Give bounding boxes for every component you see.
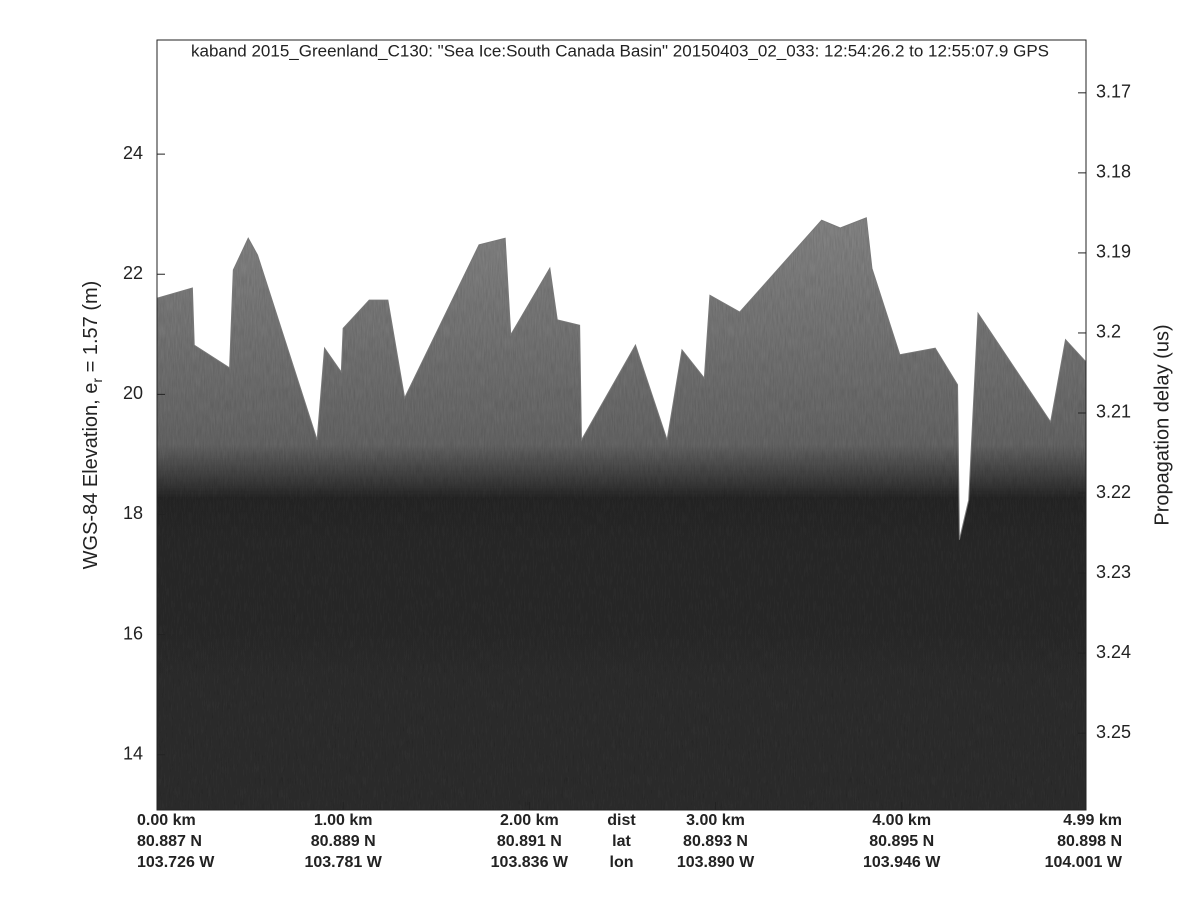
y2-axis-label: Propagation delay (us) <box>1151 324 1173 525</box>
surface-line <box>156 217 1087 540</box>
lon-label: 104.001 W <box>1045 854 1123 871</box>
x-row-name: lon <box>610 854 634 871</box>
x-tick-label: 0.00 km <box>137 812 196 829</box>
x-row-name: dist <box>607 812 636 829</box>
lon-label: 103.726 W <box>137 854 215 871</box>
y-label-rest: = 1.57 (m) <box>80 281 102 378</box>
lon-label: 103.946 W <box>863 854 941 871</box>
y2-tick-label: 3.24 <box>1096 642 1131 662</box>
y2-tick-label: 3.19 <box>1096 242 1131 262</box>
lat-label: 80.895 N <box>869 833 934 850</box>
chart-title: kaband 2015_Greenland_C130: "Sea Ice:Sou… <box>191 41 1049 60</box>
y-tick-label: 16 <box>123 623 143 643</box>
y-label-main: WGS-84 Elevation, e <box>80 383 102 570</box>
y-label-sub: r <box>89 378 105 383</box>
lon-label: 103.890 W <box>677 854 755 871</box>
y2-tick-label: 3.2 <box>1096 322 1121 342</box>
y-tick-label: 22 <box>123 263 143 283</box>
y-tick-label: 24 <box>123 143 143 163</box>
y2-tick-label: 3.17 <box>1096 82 1131 102</box>
echogram-background <box>157 217 1086 810</box>
lat-label: 80.893 N <box>683 833 748 850</box>
y2-tick-label: 3.22 <box>1096 482 1131 502</box>
x-tick-label: 2.00 km <box>500 812 559 829</box>
y2-tick-label: 3.18 <box>1096 162 1131 182</box>
x-tick-label: 4.99 km <box>1063 812 1122 829</box>
x-tick-label: 1.00 km <box>314 812 373 829</box>
y-tick-label: 18 <box>123 503 143 523</box>
lat-label: 80.891 N <box>497 833 562 850</box>
x-tick-label: 4.00 km <box>872 812 931 829</box>
x-row-name: lat <box>612 833 631 850</box>
y2-tick-label: 3.23 <box>1096 562 1131 582</box>
plot-frame <box>156 39 1087 811</box>
y-axis-label: WGS-84 Elevation, er = 1.57 (m) <box>80 281 104 570</box>
lat-label: 80.898 N <box>1057 833 1122 850</box>
y-tick-label: 20 <box>123 383 143 403</box>
lat-label: 80.887 N <box>137 833 202 850</box>
y-tick-label: 14 <box>123 743 143 763</box>
lon-label: 103.836 W <box>491 854 569 871</box>
lat-label: 80.889 N <box>311 833 376 850</box>
lon-label: 103.781 W <box>304 854 382 871</box>
y2-tick-label: 3.21 <box>1096 402 1131 422</box>
y2-tick-label: 3.25 <box>1096 722 1131 742</box>
x-tick-label: 3.00 km <box>686 812 745 829</box>
